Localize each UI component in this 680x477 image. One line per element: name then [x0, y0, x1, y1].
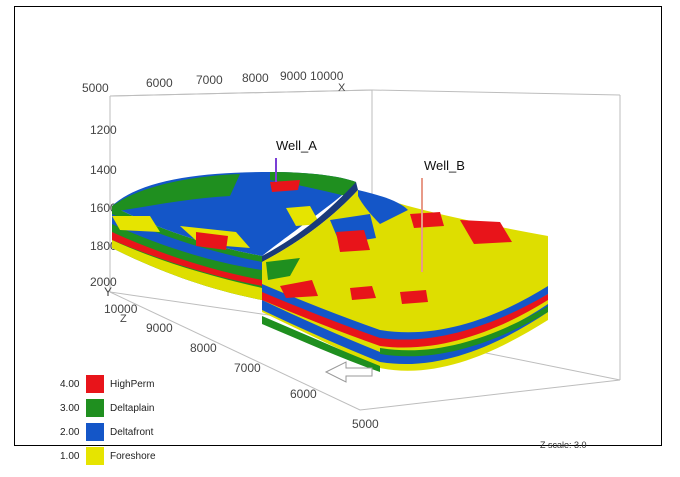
z-axis-label: Z [120, 313, 127, 325]
legend-item: 1.00 Foreshore [60, 444, 200, 468]
y-tick-label: 8000 [190, 341, 217, 355]
y-axis: 10000 Z 9000 8000 7000 6000 5000 [104, 302, 379, 431]
wells: Well_A Well_B [275, 138, 465, 272]
legend-item: 3.00 Deltaplain [60, 396, 200, 420]
legend-label: Foreshore [110, 450, 156, 462]
x-tick-label: 10000 [310, 69, 344, 83]
well-a-label: Well_A [276, 138, 317, 153]
legend-swatch [86, 375, 104, 393]
legend-swatch [86, 399, 104, 417]
legend-label: Deltafront [110, 426, 154, 438]
legend-item: 2.00 Deltafront [60, 420, 200, 444]
x-tick-label: 7000 [196, 73, 223, 87]
y-tick-label: 6000 [290, 387, 317, 401]
legend-label: HighPerm [110, 378, 155, 390]
x-tick-label: 5000 [82, 81, 109, 95]
color-legend: 4.00 HighPerm 3.00 Deltaplain 2.00 Delta… [60, 372, 200, 468]
x-axis-label: X [338, 82, 346, 94]
legend-swatch [86, 447, 104, 465]
legend-value: 1.00 [60, 450, 80, 462]
legend-value: 4.00 [60, 378, 80, 390]
x-axis: 5000 6000 7000 8000 9000 10000 X [82, 69, 346, 95]
z-scale-label: Z scale: 3.0 [540, 440, 587, 450]
y-tick-label: 10000 [104, 302, 138, 316]
y-tick-label: 5000 [352, 417, 379, 431]
y-axis-label: Y [104, 285, 112, 299]
legend-value: 3.00 [60, 402, 80, 414]
legend-value: 2.00 [60, 426, 80, 438]
depth-tick-label: 1800 [90, 239, 117, 253]
legend-item: 4.00 HighPerm [60, 372, 200, 396]
depth-axis: 1200 1400 1600 1800 2000 Y [90, 123, 117, 299]
orientation-arrow-icon [324, 361, 373, 383]
depth-tick-label: 1400 [90, 163, 117, 177]
reservoir-model[interactable] [112, 172, 548, 372]
depth-tick-label: 1200 [90, 123, 117, 137]
y-tick-label: 7000 [234, 361, 261, 375]
legend-swatch [86, 423, 104, 441]
x-tick-label: 9000 [280, 69, 307, 83]
y-tick-label: 9000 [146, 321, 173, 335]
legend-label: Deltaplain [110, 402, 155, 414]
x-tick-label: 8000 [242, 71, 269, 85]
well-b-label: Well_B [424, 158, 465, 173]
depth-tick-label: 1600 [90, 201, 117, 215]
depth-tick-label: 2000 [90, 275, 117, 289]
x-tick-label: 6000 [146, 76, 173, 90]
